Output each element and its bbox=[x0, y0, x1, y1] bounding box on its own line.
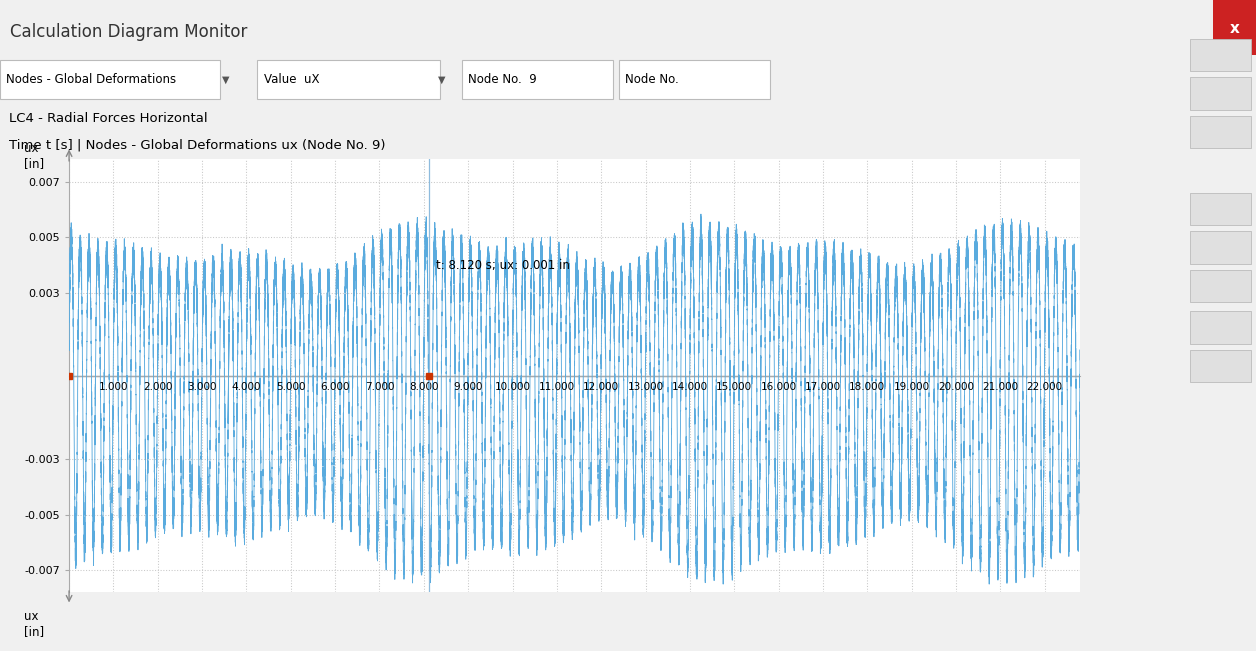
Text: 4.000: 4.000 bbox=[231, 381, 261, 391]
Text: 11.000: 11.000 bbox=[539, 381, 575, 391]
Text: Calculation Diagram Monitor: Calculation Diagram Monitor bbox=[10, 23, 247, 41]
Text: 13.000: 13.000 bbox=[628, 381, 663, 391]
Text: 10.000: 10.000 bbox=[495, 381, 530, 391]
Text: LC4 - Radial Forces Horizontal: LC4 - Radial Forces Horizontal bbox=[9, 113, 207, 126]
Bar bbox=[1191, 193, 1251, 225]
Text: 8.000: 8.000 bbox=[409, 381, 438, 391]
Bar bbox=[462, 60, 613, 99]
Text: ux
[in]: ux [in] bbox=[24, 610, 44, 638]
Text: Nodes - Global Deformations: Nodes - Global Deformations bbox=[6, 74, 176, 86]
Text: 1.000: 1.000 bbox=[99, 381, 128, 391]
Text: 16.000: 16.000 bbox=[761, 381, 796, 391]
Text: 3.000: 3.000 bbox=[187, 381, 217, 391]
Bar bbox=[1191, 311, 1251, 344]
Bar bbox=[619, 60, 770, 99]
Text: 5.000: 5.000 bbox=[276, 381, 305, 391]
Bar bbox=[1191, 270, 1251, 302]
Text: 7.000: 7.000 bbox=[364, 381, 394, 391]
Bar bbox=[257, 60, 440, 99]
Bar bbox=[1191, 77, 1251, 109]
Text: 19.000: 19.000 bbox=[893, 381, 929, 391]
Text: ux
[in]: ux [in] bbox=[24, 142, 44, 170]
Bar bbox=[1213, 0, 1256, 55]
Bar bbox=[1191, 115, 1251, 148]
Text: 12.000: 12.000 bbox=[583, 381, 619, 391]
Text: 21.000: 21.000 bbox=[982, 381, 1019, 391]
Bar bbox=[0, 60, 220, 99]
Text: 2.000: 2.000 bbox=[143, 381, 172, 391]
Text: Time t [s] | Nodes - Global Deformations ux (Node No. 9): Time t [s] | Nodes - Global Deformations… bbox=[9, 138, 386, 151]
Text: 15.000: 15.000 bbox=[716, 381, 752, 391]
Text: 17.000: 17.000 bbox=[805, 381, 842, 391]
Text: 22.000: 22.000 bbox=[1026, 381, 1063, 391]
Text: 6.000: 6.000 bbox=[320, 381, 350, 391]
Bar bbox=[1191, 231, 1251, 264]
Bar bbox=[1191, 350, 1251, 382]
Text: Node No.  9: Node No. 9 bbox=[468, 74, 538, 86]
Text: 14.000: 14.000 bbox=[672, 381, 708, 391]
Text: 9.000: 9.000 bbox=[453, 381, 484, 391]
Text: t: 8.120 s; ux: 0.001 in: t: 8.120 s; ux: 0.001 in bbox=[436, 259, 570, 272]
Text: x: x bbox=[1230, 21, 1240, 36]
Text: Value  uX: Value uX bbox=[264, 74, 319, 86]
Bar bbox=[1191, 38, 1251, 71]
Text: 18.000: 18.000 bbox=[849, 381, 885, 391]
Text: ▼: ▼ bbox=[222, 75, 230, 85]
Text: ▼: ▼ bbox=[438, 75, 446, 85]
Text: Node No.: Node No. bbox=[625, 74, 679, 86]
Text: 20.000: 20.000 bbox=[938, 381, 973, 391]
